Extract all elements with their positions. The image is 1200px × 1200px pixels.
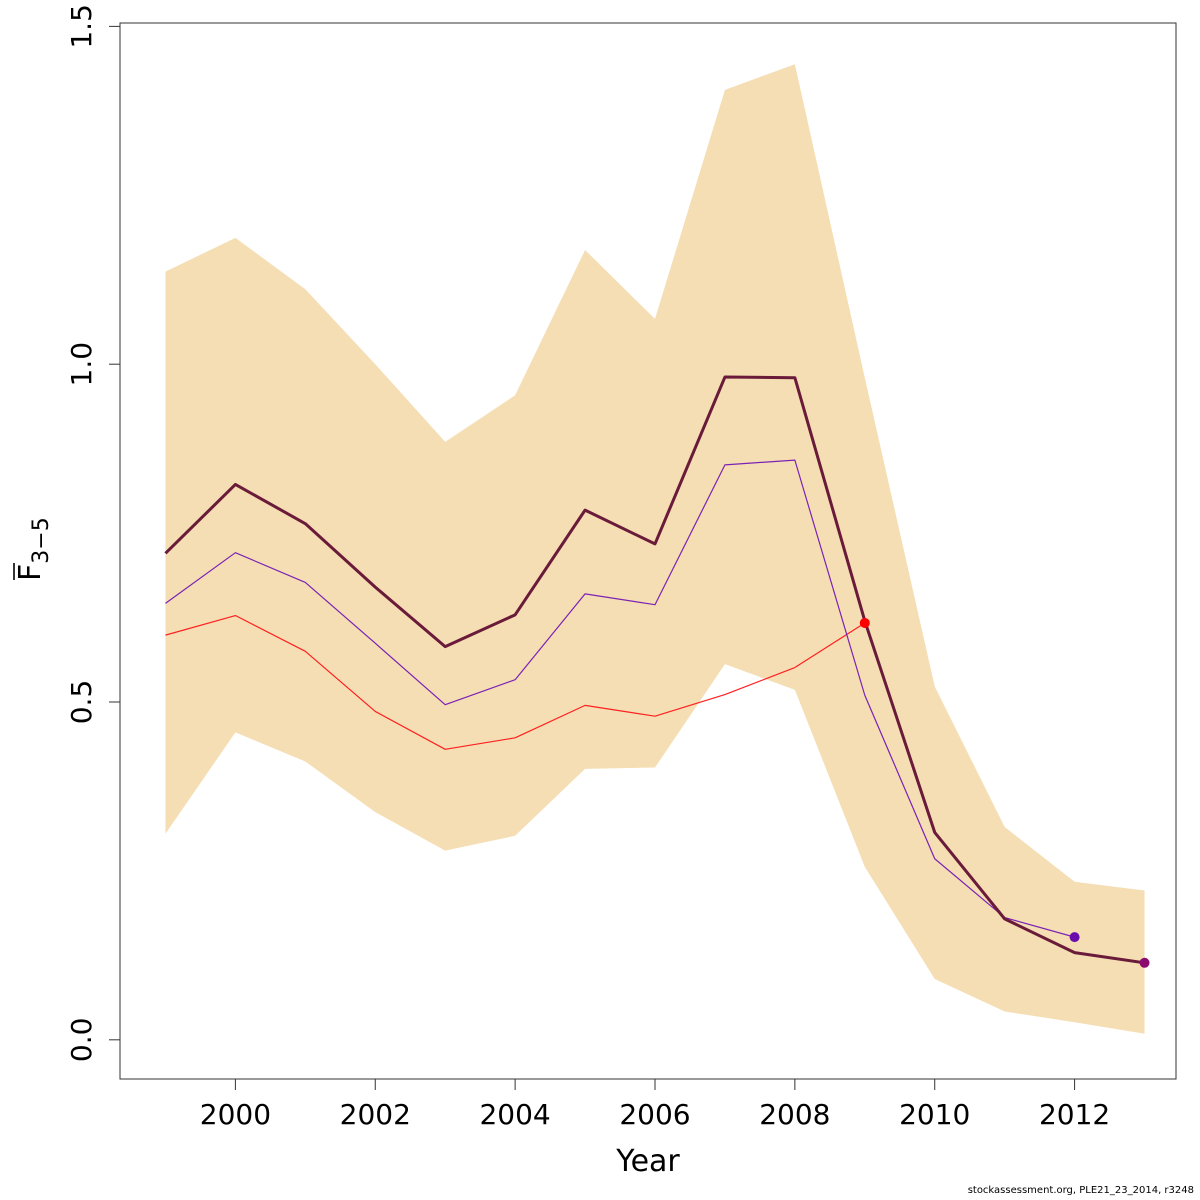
series-layer [164, 375, 1150, 968]
y-tick-label: 1.5 [65, 4, 98, 49]
x-tick-label: 2002 [340, 1098, 411, 1131]
y-axis-title-base: F [13, 564, 48, 581]
x-tick-label: 2004 [479, 1098, 550, 1131]
series-line-1 [164, 375, 1145, 965]
series-line-3 [165, 614, 866, 750]
series-end-point-1 [1139, 957, 1150, 968]
x-tick-label: 2012 [1039, 1098, 1110, 1131]
x-tick-label: 2006 [619, 1098, 690, 1131]
svg-text:F3−5: F3−5 [13, 517, 54, 581]
y-axis-title-subscript: 3−5 [29, 517, 54, 563]
y-axis: 0.0 0.5 1.0 1.5 [65, 4, 120, 1062]
x-tick-label: 2008 [759, 1098, 830, 1131]
y-tick-label: 1.0 [65, 342, 98, 387]
x-axis: 2000 2002 2004 2006 2008 2010 2012 [200, 1079, 1110, 1131]
confidence-band [165, 64, 1145, 1034]
footer-note: stockassessment.org, PLE21_23_2014, r324… [967, 1185, 1194, 1196]
y-tick-label: 0.5 [65, 680, 98, 725]
y-axis-title: F3−5 [13, 517, 54, 581]
series-line-2 [165, 459, 1075, 938]
x-tick-label: 2000 [200, 1098, 271, 1131]
confidence-band-layer [165, 64, 1145, 1034]
series-end-point-2 [1069, 932, 1080, 943]
series-end-point-3 [859, 617, 870, 628]
x-tick-label: 2010 [899, 1098, 970, 1131]
y-tick-label: 0.0 [65, 1018, 98, 1063]
plot-frame [119, 22, 1177, 1080]
x-axis-title: Year [615, 1144, 680, 1179]
